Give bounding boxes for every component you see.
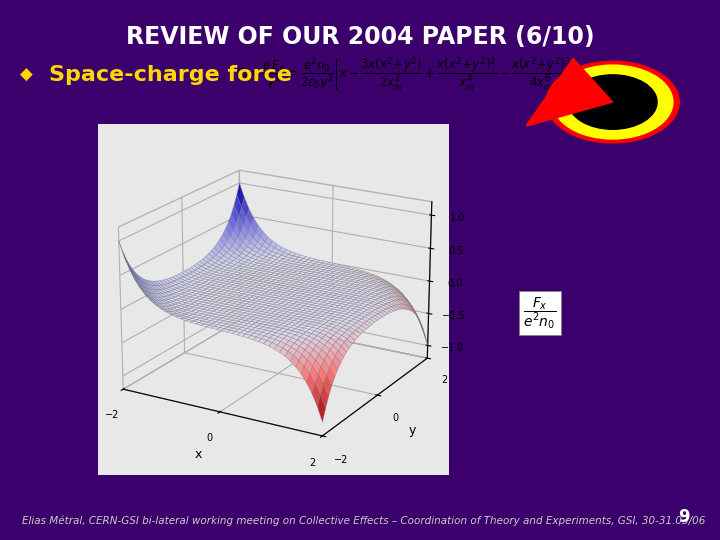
Circle shape: [568, 75, 657, 129]
Text: ◆: ◆: [20, 65, 33, 84]
Circle shape: [546, 61, 679, 143]
Text: Space-charge force: Space-charge force: [49, 64, 292, 85]
Text: Elias Métral, CERN-GSI bi-lateral working meeting on Collective Effects – Coordi: Elias Métral, CERN-GSI bi-lateral workin…: [22, 516, 705, 526]
Y-axis label: y: y: [409, 424, 416, 437]
Text: REVIEW OF OUR 2004 PAPER (6/10): REVIEW OF OUR 2004 PAPER (6/10): [126, 25, 594, 49]
Text: $F_x = \dfrac{e\,E_x}{\gamma^2} = \dfrac{e^2 n_0}{2\varepsilon_0\gamma^2}\!\left: $F_x = \dfrac{e\,E_x}{\gamma^2} = \dfrac…: [236, 55, 577, 93]
Circle shape: [552, 65, 673, 139]
Text: $\dfrac{F_x}{e^2 n_0}$: $\dfrac{F_x}{e^2 n_0}$: [523, 295, 557, 331]
X-axis label: x: x: [195, 448, 202, 461]
Polygon shape: [526, 58, 613, 126]
Text: 9: 9: [678, 509, 690, 526]
